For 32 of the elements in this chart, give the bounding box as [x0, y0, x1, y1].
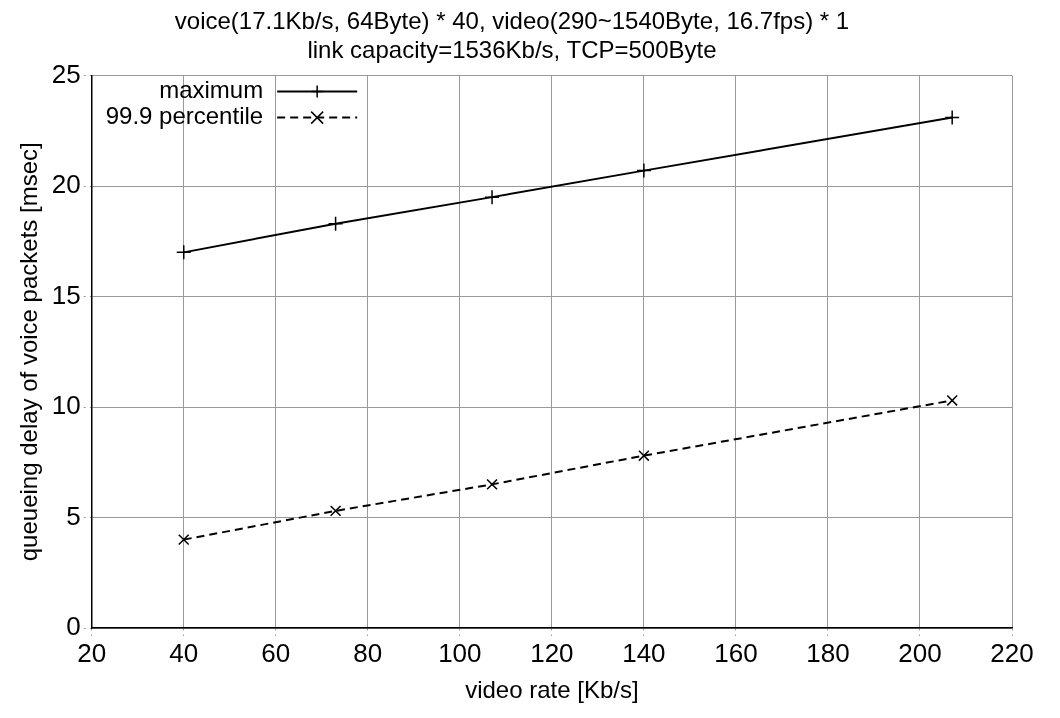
y-axis-title: queueing delay of voice packets [msec] [15, 142, 43, 562]
y-tick-label: 20 [51, 169, 81, 200]
point [944, 109, 960, 126]
x-tick-label: 100 [438, 637, 482, 668]
y-tick-label: 0 [66, 611, 81, 642]
x-tick-label: 200 [898, 637, 942, 668]
x-tick-label: 180 [806, 637, 850, 668]
x-tick-label: 120 [530, 637, 574, 668]
point [638, 449, 650, 462]
legend-label: maximum [159, 76, 264, 104]
point [329, 505, 342, 517]
y-tick-label: 15 [51, 279, 81, 310]
point [178, 533, 190, 546]
point [484, 189, 500, 205]
point [327, 215, 344, 232]
x-tick-label: 140 [622, 637, 666, 668]
chart-subtitle: link capacity=1536Kb/s, TCP=500Byte [307, 35, 717, 63]
x-tick-label: 160 [714, 637, 758, 668]
chart-title: voice(17.1Kb/s, 64Byte) * 40, video(290~1540Byte, 16.7fps) * 1 [174, 7, 850, 35]
point [486, 478, 498, 491]
y-tick-label: 10 [51, 390, 81, 421]
x-tick-label: 40 [169, 637, 199, 668]
point [636, 162, 652, 179]
y-tick-label: 25 [51, 58, 81, 89]
x-tick-label: 60 [261, 637, 291, 668]
x-tick-label: 80 [353, 637, 383, 668]
y-tick-label: 5 [66, 500, 81, 531]
legend-label: 99.9 percentile [105, 102, 264, 130]
x-tick-label: 220 [990, 637, 1034, 668]
x-axis-title: video rate [Kb/s] [465, 676, 639, 704]
point [176, 244, 192, 261]
point [946, 394, 958, 407]
